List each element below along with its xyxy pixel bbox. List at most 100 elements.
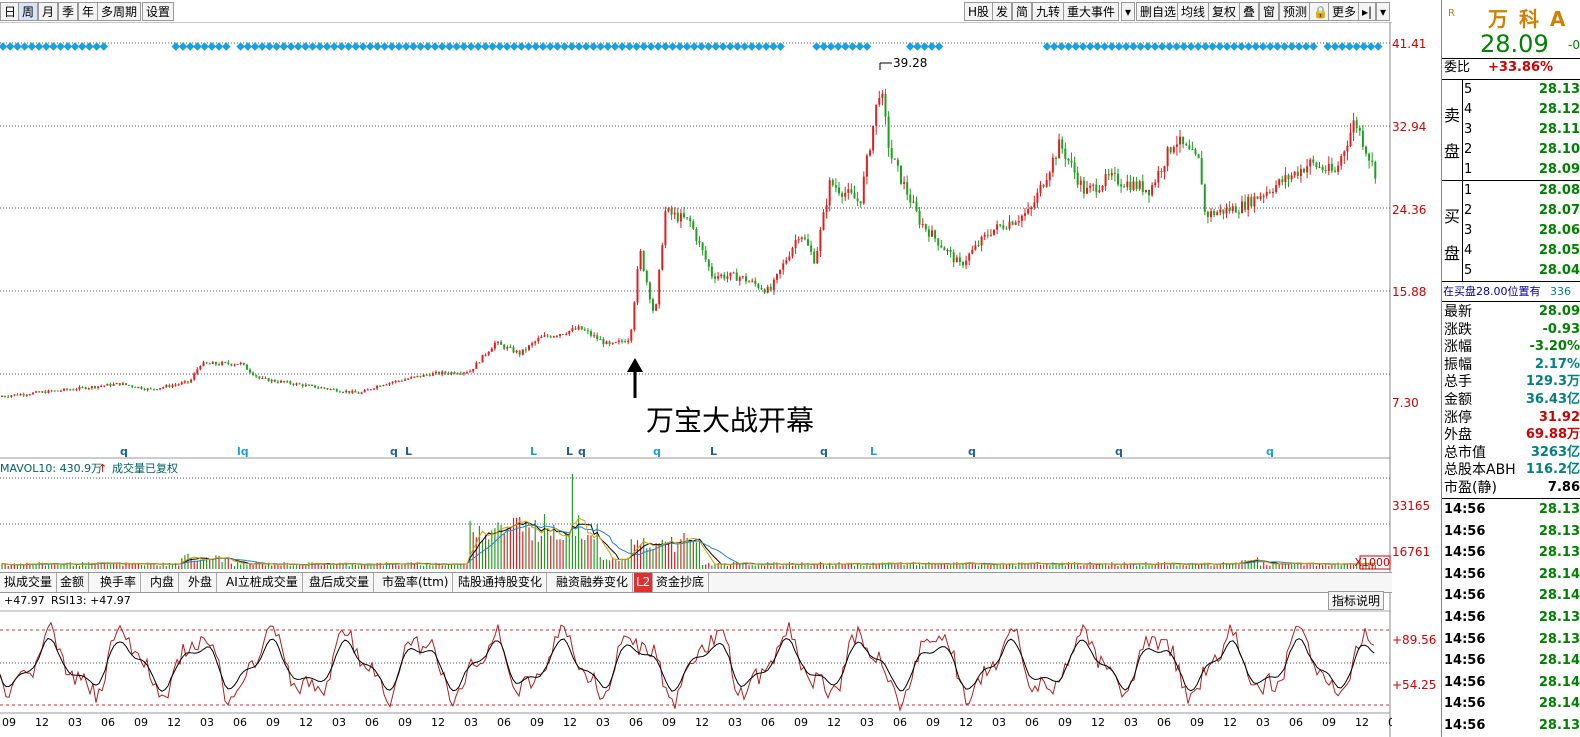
- candle-body: [803, 237, 806, 240]
- indicator-help-button[interactable]: 指标说明: [1328, 591, 1385, 610]
- candle-body: [946, 249, 949, 251]
- candle-body: [385, 384, 388, 386]
- tab-margin-change[interactable]: 融资融券变化: [552, 573, 634, 592]
- candle-body: [208, 363, 211, 365]
- candle-body: [884, 93, 887, 117]
- candle-body: [531, 343, 534, 346]
- candle-body: [1175, 144, 1178, 147]
- candle-body: [214, 362, 217, 365]
- candle-body: [283, 380, 286, 383]
- candle-body: [1216, 212, 1219, 216]
- candle-body: [472, 368, 475, 372]
- candle-body: [1160, 170, 1163, 173]
- fa-button[interactable]: 发: [992, 2, 1013, 21]
- h-share-button[interactable]: H股: [964, 2, 994, 21]
- tab-amount[interactable]: 金额: [56, 573, 90, 592]
- multi-period-button[interactable]: 多周期: [97, 2, 142, 21]
- candle-body: [311, 384, 313, 386]
- toolbar-dropdown-icon[interactable]: ▾: [1376, 2, 1391, 21]
- tab-inner[interactable]: 内盘: [146, 573, 180, 592]
- signal-diamond-row: [0, 42, 1383, 51]
- stat-row: 涨停 31.92: [1444, 409, 1580, 426]
- signal-diamond: [293, 42, 303, 51]
- candle-body: [962, 262, 964, 266]
- remove-watchlist-button[interactable]: 删自选: [1136, 2, 1181, 21]
- tick-row: 14:56 28.13: [1444, 610, 1580, 625]
- rsi-tick-1: +89.56: [1392, 633, 1437, 647]
- candle-body: [772, 279, 775, 291]
- date-tick: 09: [1190, 716, 1204, 729]
- collapse-panel-icon[interactable]: ▸|: [1358, 2, 1377, 21]
- candle-body: [286, 381, 289, 383]
- candle-body: [103, 385, 106, 387]
- date-tick: 03: [464, 716, 478, 729]
- date-tick: 09: [926, 716, 940, 729]
- candle-body: [763, 289, 766, 293]
- candle-body: [769, 286, 772, 291]
- jian-button[interactable]: 简: [1012, 2, 1033, 21]
- candle-body: [1315, 162, 1318, 168]
- adjust-button[interactable]: 复权: [1208, 2, 1241, 21]
- tab-pe-ttm[interactable]: 市盈率(ttm): [378, 573, 454, 592]
- overlay-button[interactable]: 叠: [1239, 2, 1260, 21]
- period-day-button[interactable]: 日: [0, 2, 21, 21]
- candle-body: [354, 390, 357, 393]
- signal-diamond: [423, 42, 433, 51]
- candle-body: [1268, 191, 1271, 193]
- candle-body: [307, 384, 310, 386]
- candle-body: [627, 340, 630, 343]
- date-tick: 03: [728, 716, 742, 729]
- window-button[interactable]: 窗: [1259, 2, 1280, 21]
- candle-body: [580, 326, 583, 330]
- candle-body: [1231, 206, 1234, 212]
- candle-body: [1113, 172, 1116, 174]
- signal-diamond: [193, 42, 202, 51]
- more-button[interactable]: 更多: [1328, 2, 1361, 21]
- tab-outer[interactable]: 外盘: [184, 573, 218, 592]
- jiuzhuan-button[interactable]: 九转: [1032, 2, 1065, 21]
- period-week-button[interactable]: 周: [18, 2, 39, 21]
- price-tick-4: 15.88: [1392, 285, 1427, 299]
- candle-body: [400, 380, 403, 382]
- period-quarter-button[interactable]: 季: [58, 2, 79, 21]
- forecast-button[interactable]: 预测: [1279, 2, 1312, 21]
- candle-body: [125, 383, 127, 385]
- volume-ma-line: [1, 517, 1376, 566]
- candle-body: [1256, 196, 1259, 199]
- stat-row: 总市值 3263亿: [1444, 444, 1580, 461]
- settings-button[interactable]: 设置: [142, 2, 175, 21]
- major-events-button[interactable]: 重大事件: [1063, 2, 1120, 21]
- date-tick: 03: [1388, 716, 1392, 729]
- date-tick: 06: [893, 716, 907, 729]
- candle-body: [1036, 192, 1039, 203]
- signal-diamond: [257, 42, 267, 51]
- tab-fund-bottom[interactable]: 资金抄底: [652, 573, 710, 592]
- signal-diamond: [373, 42, 382, 51]
- candle-body: [1089, 185, 1092, 188]
- tab-turnover[interactable]: 换手率: [96, 573, 142, 592]
- ma-lines-button[interactable]: 均线: [1177, 2, 1210, 21]
- candle-body: [816, 250, 819, 264]
- tab-simulated-volume[interactable]: 拟成交量: [0, 573, 58, 592]
- tab-ai-volume[interactable]: AI立桩成交量: [222, 573, 303, 592]
- tab-after-hours-volume[interactable]: 盘后成交量: [305, 573, 375, 592]
- candle-body: [295, 383, 298, 385]
- candle-body: [903, 182, 906, 184]
- tab-l2-badge[interactable]: L2: [634, 573, 654, 592]
- candle-body: [887, 116, 890, 148]
- signal-diamond: [365, 42, 375, 51]
- order-notice[interactable]: 在买盘28.00位置有 336: [1443, 285, 1571, 298]
- candle-body: [1213, 211, 1216, 216]
- candle-body: [965, 260, 968, 266]
- candle-body: [534, 341, 537, 344]
- candle-body: [698, 240, 701, 243]
- candle-body: [394, 380, 397, 383]
- tab-northbound-holding[interactable]: 陆股通持股变化: [454, 573, 548, 592]
- period-month-button[interactable]: 月: [38, 2, 59, 21]
- candle-body: [695, 228, 698, 241]
- events-dropdown-button[interactable]: ▾: [1121, 2, 1136, 21]
- candle-body: [667, 208, 670, 212]
- period-year-button[interactable]: 年: [78, 2, 99, 21]
- candle-body: [466, 372, 468, 374]
